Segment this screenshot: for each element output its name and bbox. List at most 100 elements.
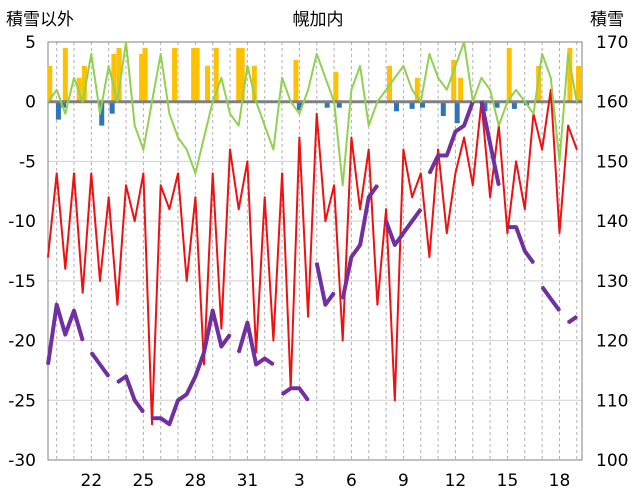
temperature-point [324,220,327,222]
temperature-point [437,148,439,151]
wind-point [298,112,301,115]
snow_depth-point [367,196,370,199]
temperature-point [298,136,301,139]
wind-point [73,77,75,79]
temperature-point [367,148,370,151]
wind-point [411,88,413,91]
wind-point [64,112,67,115]
left-tick-label: -20 [8,332,36,352]
snow_depth-point [211,309,214,312]
wind-point [489,88,491,91]
left-tick-label: -15 [8,272,36,292]
wind-point [99,112,101,115]
wind-point [324,77,327,79]
temperature-point [333,184,335,187]
temperature-point [272,339,275,342]
sunshine-bar [576,65,582,102]
x-tick-label: 28 [185,471,207,491]
temperature-point [471,184,474,187]
precip-bar [393,101,399,112]
snow_depth-point [151,417,153,420]
snow_depth-line [152,308,232,427]
wind-point [90,53,93,55]
temperature-point [107,196,110,199]
grid-lines [47,41,583,461]
wind-point [47,100,49,103]
wind-point [133,124,136,127]
snow_depth-point [385,220,387,222]
snow_depth-point [229,333,231,336]
line-series [46,41,582,427]
precip-bar [454,101,460,124]
sunshine-bar [142,47,148,102]
temperature-point [428,256,431,258]
snow_depth-point [64,333,67,336]
right-tick-label: 170 [596,33,628,53]
temperature-point [558,232,561,234]
wind-point [385,88,387,91]
wind-point [523,100,526,103]
right-tick-label: 100 [596,451,628,471]
snow_depth-point [159,417,162,420]
wind-point [55,88,58,91]
wind-point [107,65,110,67]
wind-point [315,53,318,55]
wind-point [558,160,561,163]
snow_depth-point [324,303,327,306]
temperature-point [90,172,93,175]
sunshine-bar [333,71,339,102]
snow_depth-point [532,262,535,264]
wind-line [47,41,578,187]
precip-bar [419,101,425,108]
temperature-point [393,399,396,402]
snow_depth-point [515,226,517,228]
snow_depth-point [575,315,578,318]
temperature-point [541,148,543,151]
sunshine-bar [567,47,573,102]
temperature-point [47,256,49,258]
left-tick-label: 5 [25,33,36,53]
precip-bar [296,101,302,111]
snow_depth-point [454,130,457,133]
wind-point [376,100,379,103]
temperature-point [575,148,578,151]
temperature-point [142,172,145,175]
snow_depth-point [411,220,413,222]
sunshine-bar [251,65,257,102]
wind-point [272,148,275,151]
right-tick-label: 110 [596,391,628,411]
left-tick-label: -25 [8,391,36,411]
right-tick-label: 120 [596,332,628,352]
temperature-point [81,292,84,294]
snow_depth-point [47,363,49,366]
snow_depth-point [99,363,101,366]
snow_depth-point [567,321,569,324]
snow_depth-point [428,172,431,175]
wind-point [159,53,162,55]
temperature-point [211,172,214,175]
temperature-point [567,124,569,127]
precip-bar [61,101,67,108]
right-tick-label: 130 [596,272,628,292]
wind-point [367,124,370,127]
snow_depth-point [125,375,127,378]
wind-point [480,77,483,79]
precip-bar [324,101,330,108]
x-tick-label: 3 [294,471,305,491]
wind-point [549,77,552,79]
left-tick-label: -5 [19,152,36,172]
snow_depth-point [81,339,84,342]
x-tick-label: 18 [549,471,571,491]
sunshine-bar [194,47,200,102]
wind-point [116,100,119,103]
precip-bar [55,101,61,120]
temperature-point [411,196,413,199]
temperature-point [55,172,58,175]
temperature-point [341,339,344,342]
sunshine-bar [116,47,122,102]
sunshine-bar [205,65,211,102]
wind-point [81,100,84,103]
sunshine-bar [213,47,219,102]
temperature-point [168,208,171,210]
